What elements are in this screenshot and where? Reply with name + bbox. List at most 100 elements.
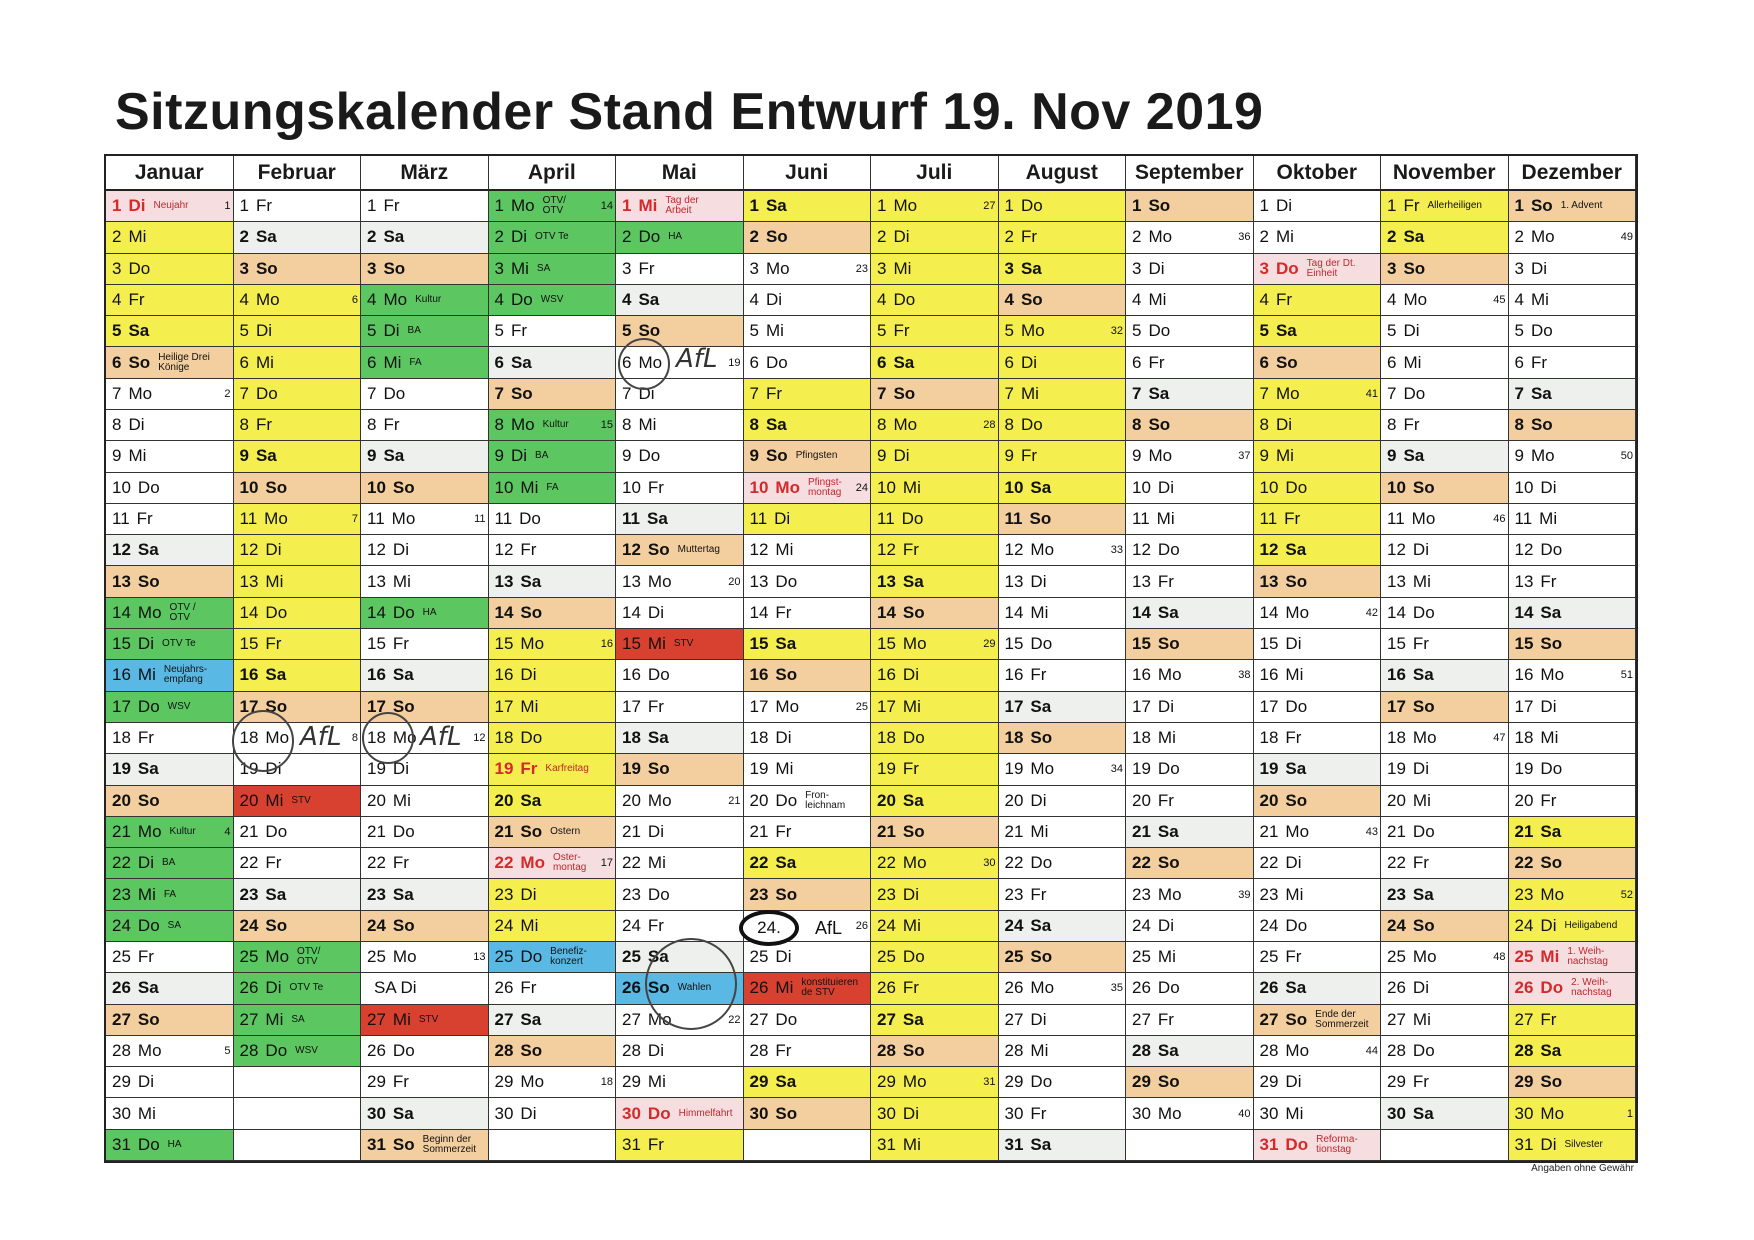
weekday: Mi (520, 915, 539, 935)
weekday: So (383, 258, 406, 278)
day-cell: 22 Fr (1381, 848, 1509, 880)
day-cell: 10 Mi (871, 472, 999, 504)
weekday: Do (255, 383, 278, 403)
weekday: Sa (383, 446, 405, 466)
weekday: Do (1412, 602, 1435, 622)
weekday: Fr (1403, 196, 1420, 216)
weekday: Mo (638, 352, 663, 372)
day-cell: 6 Mo 19 (616, 347, 744, 379)
day-number: 19 (239, 759, 259, 779)
day-cell: 3 Do Tag der Dt. Einheit (1253, 253, 1381, 285)
day-cell: 26 Do (1126, 973, 1254, 1005)
day-number: 14 (622, 602, 641, 622)
day-number: 9 (239, 446, 249, 466)
week-number: 15 (600, 419, 613, 432)
weekday: Mi (1539, 509, 1558, 529)
day-cell: 14 Mo 42 (1253, 597, 1381, 630)
weekday: Mo (264, 509, 288, 529)
weekday: Mi (1020, 383, 1039, 403)
day-cell: 15 Mo 29 (871, 629, 999, 661)
day-cell: 1 Di Neujahr 1 (106, 191, 234, 223)
weekday: Mi (1412, 790, 1431, 810)
weekday: Mi (893, 258, 912, 278)
day-number: 27 (1387, 1009, 1406, 1029)
day-number: 17 (1387, 696, 1406, 716)
weekday: Do (901, 509, 924, 529)
day-number: 20 (1004, 790, 1024, 810)
day-number: 14 (112, 602, 131, 622)
day-cell: 20 Mi (361, 785, 489, 817)
weekday: Di (902, 1103, 919, 1123)
day-number: 30 (1259, 1103, 1279, 1123)
day-cell: 21 Sa (1508, 816, 1636, 849)
day-number: 14 (1387, 602, 1406, 622)
day-cell: 15 Sa (743, 629, 871, 661)
weekday: Sa (1030, 696, 1052, 716)
day-number: 24 (1132, 915, 1151, 935)
day-number: 23 (749, 884, 769, 904)
weekday: Do (1285, 915, 1308, 935)
day-cell: 16 Di (488, 660, 616, 692)
weekday: Sa (1020, 258, 1042, 278)
day-cell: 20 Di (998, 785, 1126, 817)
day-number: 8 (1514, 415, 1524, 435)
weekday: Di (520, 1103, 537, 1123)
week-number: 8 (351, 732, 358, 745)
day-number: 12 (877, 540, 896, 560)
weekday: Fr (392, 634, 409, 654)
day-number: 11 (239, 509, 258, 529)
day-number: 24 (1514, 915, 1534, 935)
weekday: Do (392, 1040, 415, 1060)
day-cell: 8 Do (998, 410, 1126, 442)
day-cell: 21 So (871, 816, 999, 849)
day-number: 5 (1132, 321, 1142, 341)
day-cell: 18 Mo 47 (1381, 722, 1509, 755)
weekday: Di (774, 509, 791, 529)
day-number: 18 (877, 728, 896, 748)
day-number: 30 (749, 1103, 769, 1123)
event-note: Pfingst- montag (807, 476, 842, 498)
day-cell: 12 Di (361, 535, 489, 567)
weekday: So (1275, 352, 1298, 372)
weekday: Sa (765, 196, 787, 216)
day-cell: 25 Mi 1. Weih- nachstag (1508, 941, 1636, 974)
weekday: So (1403, 258, 1426, 278)
day-cell: 10 Do (106, 472, 234, 504)
day-cell: 28 Mo 44 (1253, 1035, 1381, 1068)
weekday: Fr (1540, 790, 1557, 810)
day-number: 26 (367, 1040, 386, 1060)
day-number: 17 (239, 696, 259, 716)
week-number: 38 (1238, 669, 1251, 682)
day-number: 11 (1132, 509, 1150, 529)
day-cell: 12 Mi (743, 535, 871, 567)
day-number: 1 (239, 196, 249, 216)
weekday: Sa (137, 759, 159, 779)
day-number: 5 (1387, 321, 1397, 341)
day-number: 19 (1514, 759, 1534, 779)
weekday: SA Di (374, 978, 417, 998)
weekday: Do (265, 602, 288, 622)
day-cell: 1 Mo 27 (871, 191, 999, 223)
day-cell: 21 Fr (743, 816, 871, 849)
day-cell: 8 Di (106, 410, 234, 442)
day-number: 16 (494, 665, 514, 685)
day-cell: 13 Fr (1508, 566, 1636, 598)
weekday: Mi (902, 915, 921, 935)
weekday: So (647, 540, 670, 560)
empty-cell (1126, 1129, 1254, 1161)
page-title: Sitzungskalender Stand Entwurf 19. Nov 2… (115, 83, 1264, 141)
day-number: 6 (622, 352, 632, 372)
day-number: 18 (749, 728, 769, 748)
weekday: Fr (1412, 634, 1429, 654)
day-number: 12 (1259, 540, 1279, 560)
weekday: Mi (520, 696, 539, 716)
day-number: 4 (239, 290, 249, 309)
weekday: Do (520, 728, 543, 748)
day-number: 2 (749, 227, 759, 247)
weekday: Sa (1285, 978, 1307, 998)
day-cell: 8 Mo Kultur 15 (488, 410, 616, 442)
day-number: 13 (749, 571, 769, 591)
day-cell: 7 So (488, 378, 616, 411)
weekday: Di (1412, 759, 1429, 779)
day-cell: 16 So (743, 660, 871, 692)
